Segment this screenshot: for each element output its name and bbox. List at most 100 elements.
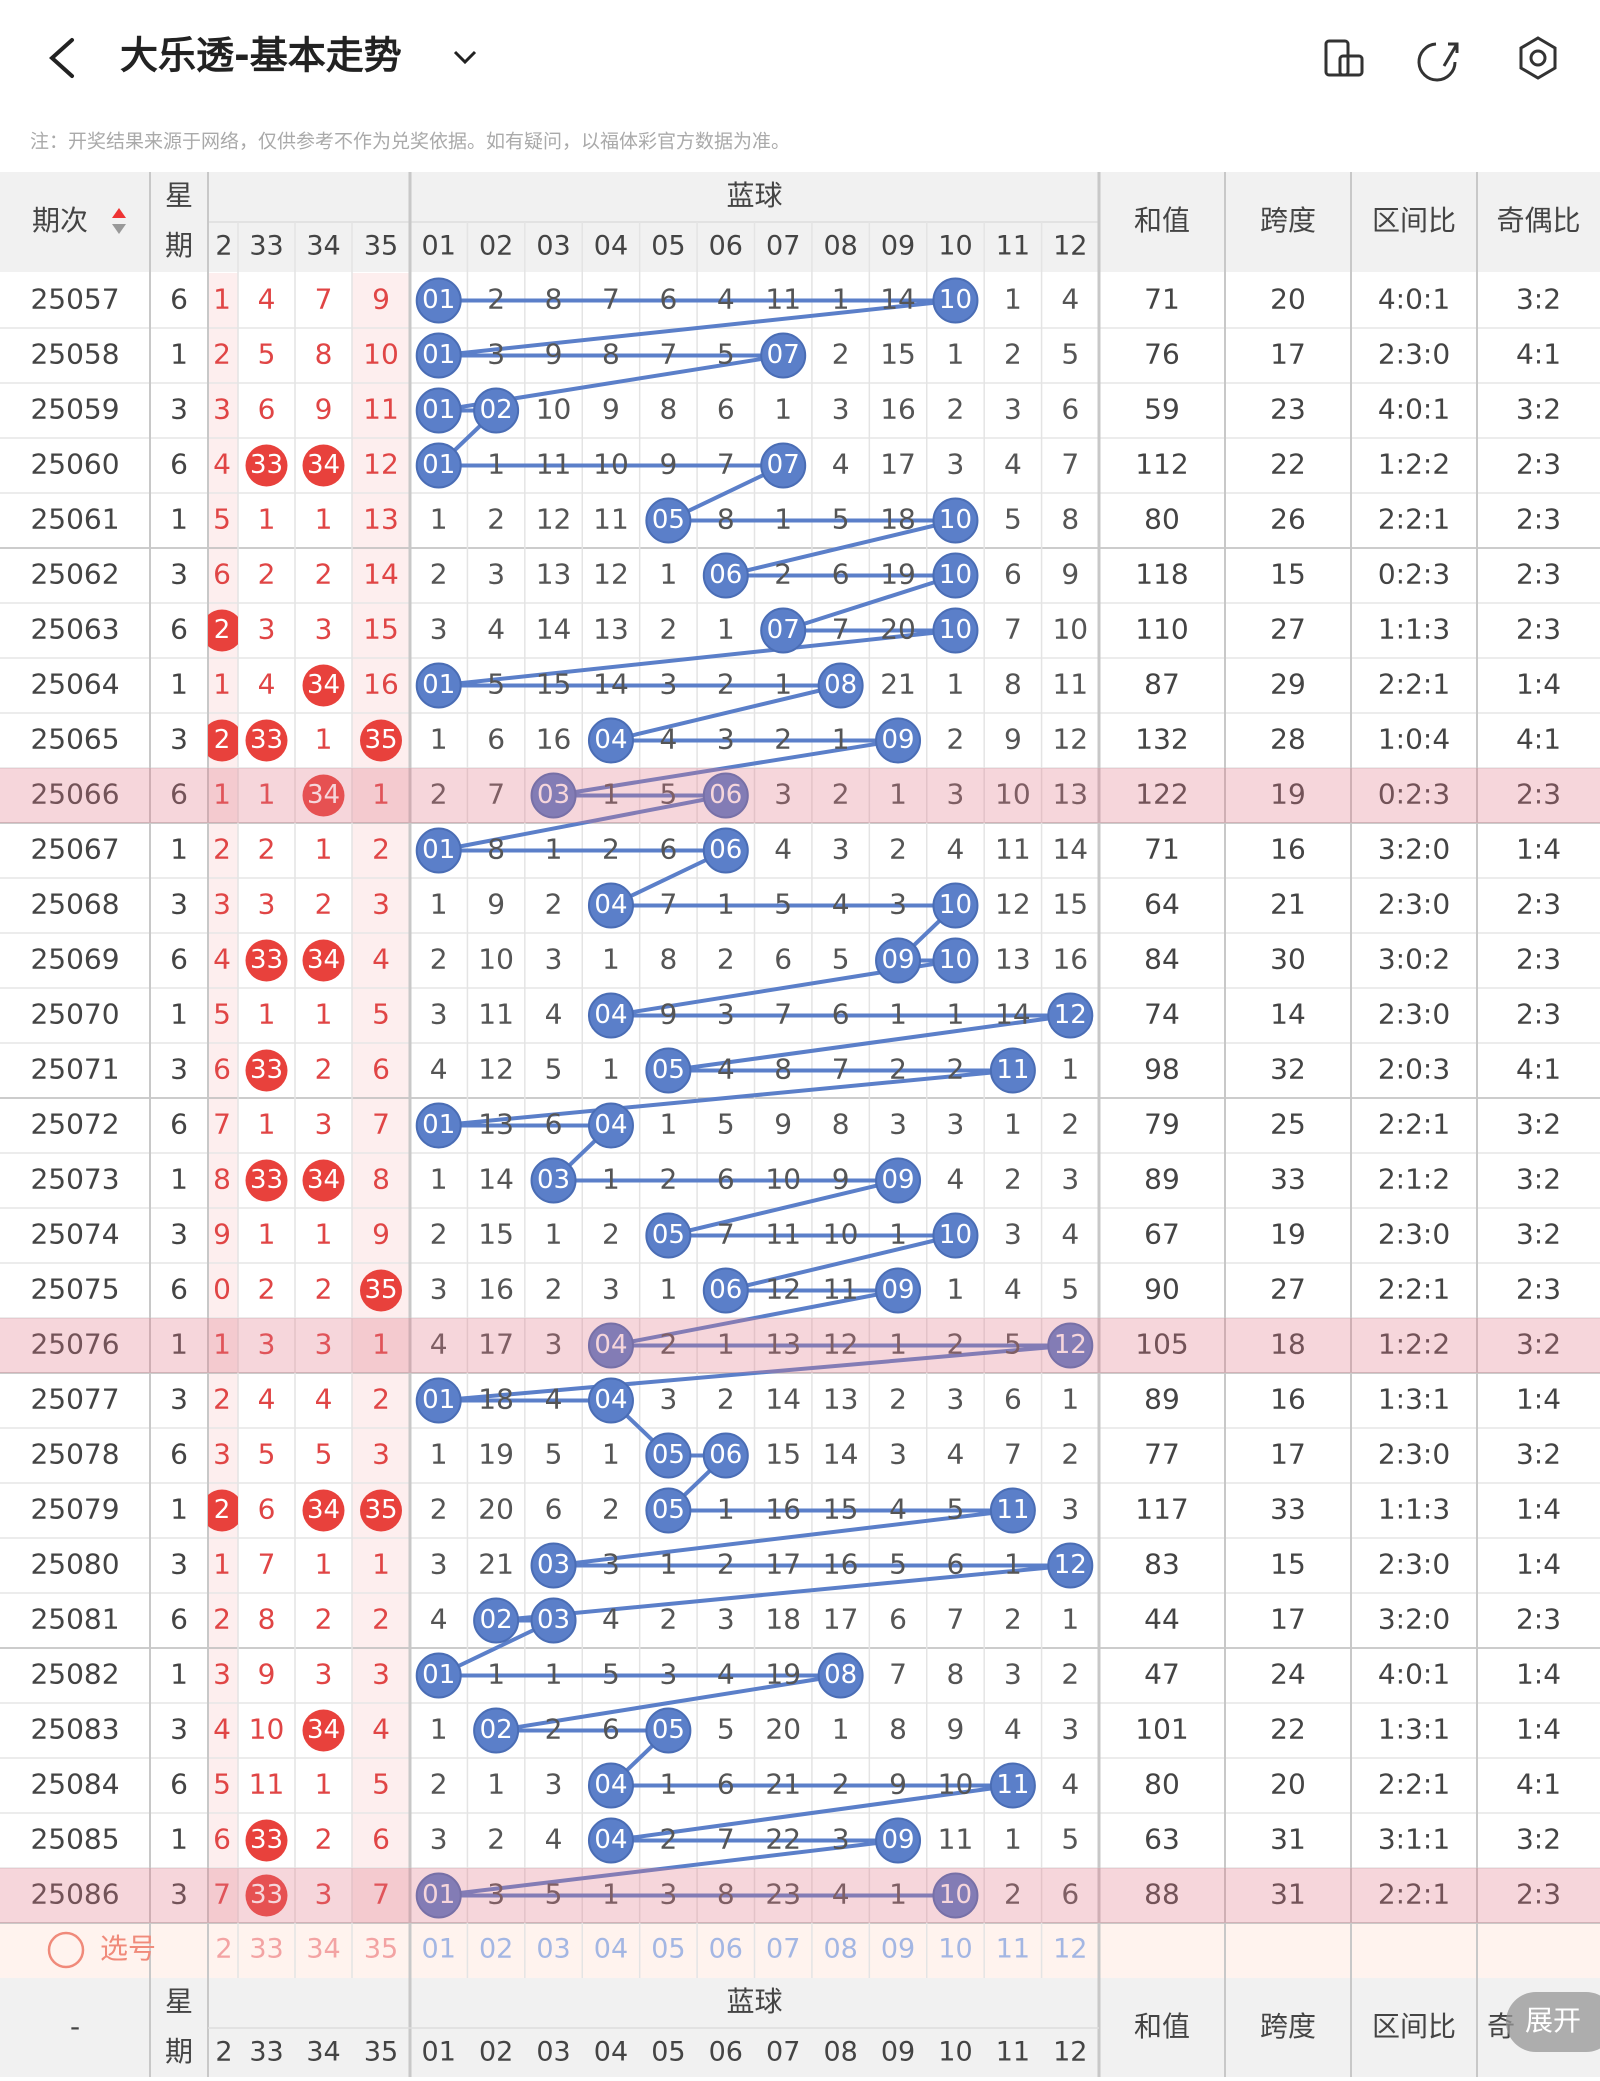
- weekday-cell: 1: [170, 1163, 188, 1196]
- blue-cell: 1: [602, 1163, 620, 1196]
- blue-cell: 3: [947, 1108, 965, 1141]
- select-blue-number[interactable]: 02: [479, 1934, 513, 1965]
- stat-cell: 3:2:0: [1378, 1603, 1450, 1636]
- blue-ball-label: 01: [422, 1110, 455, 1140]
- blue-cell: 7: [717, 448, 735, 481]
- red-cell: 8: [372, 1163, 390, 1196]
- weekday-cell: 1: [170, 668, 188, 701]
- red-cell: 5: [213, 503, 231, 536]
- stat-cell: 83: [1144, 1548, 1180, 1581]
- red-cell: 3: [213, 1438, 231, 1471]
- period-cell: 25079: [30, 1493, 119, 1526]
- blue-cell: 1: [545, 1218, 563, 1251]
- period-cell: 25080: [30, 1548, 119, 1581]
- blue-cell: 10: [1052, 613, 1088, 646]
- blue-cell: 3: [889, 888, 907, 921]
- red-cell: 12: [363, 448, 399, 481]
- select-blue-number[interactable]: 08: [823, 1934, 857, 1965]
- red-cell: 2: [315, 888, 333, 921]
- share-icon[interactable]: [1417, 42, 1459, 82]
- period-cell: 25073: [30, 1163, 119, 1196]
- dropdown-toggle[interactable]: [453, 50, 477, 65]
- blue-ball-label: 10: [939, 285, 972, 315]
- blue-ball-label: 09: [881, 945, 914, 975]
- blue-ball: [645, 1707, 692, 1754]
- blue-cell: 5: [947, 1493, 965, 1526]
- blue-cell: 1: [487, 448, 505, 481]
- red-cell: 9: [213, 1218, 231, 1251]
- expand-button[interactable]: [1506, 1992, 1600, 2052]
- period-cell: 25070: [30, 998, 119, 1031]
- blue-cell: 7: [717, 1218, 735, 1251]
- blue-ball: [1047, 992, 1094, 1039]
- blue-cell: 5: [1061, 1823, 1079, 1856]
- blue-cell: 13: [478, 1108, 514, 1141]
- period-cell: 25081: [30, 1603, 119, 1636]
- select-red-number[interactable]: 35: [364, 1934, 398, 1965]
- blue-ball-label: 10: [939, 505, 972, 535]
- select-red-number[interactable]: 2: [215, 1934, 232, 1965]
- blue-ball: [473, 1707, 520, 1754]
- blue-ball: [415, 1652, 462, 1699]
- blue-cell: 9: [889, 1768, 907, 1801]
- blue-cell: 8: [1004, 668, 1022, 701]
- stat-cell: 22: [1270, 1713, 1306, 1746]
- device-icon[interactable]: [1324, 39, 1364, 77]
- select-blue-number[interactable]: 10: [938, 1934, 972, 1965]
- back-button[interactable]: [49, 38, 74, 78]
- red-ball-label: 2: [214, 1495, 231, 1525]
- red-cell: 9: [372, 1218, 390, 1251]
- stat-cell: 1:4: [1516, 668, 1561, 701]
- blue-cell: 4: [1061, 1218, 1079, 1251]
- select-red-number[interactable]: 34: [306, 1934, 340, 1965]
- weekday-cell: 1: [170, 1328, 188, 1361]
- blue-ball: [415, 662, 462, 709]
- blue-col-header: 11: [996, 2037, 1030, 2068]
- select-red-number[interactable]: 33: [249, 1934, 283, 1965]
- blue-cell: 4: [889, 1493, 907, 1526]
- stat-cell: 47: [1144, 1658, 1180, 1691]
- blue-cell: 1: [774, 503, 792, 536]
- blue-cell: 1: [545, 1658, 563, 1691]
- blue-ball-label: 04: [594, 1385, 627, 1415]
- stat-cell: 2:3:0: [1378, 338, 1450, 371]
- blue-ball-label: 04: [594, 1825, 627, 1855]
- stat-cell: 2:1:2: [1378, 1163, 1450, 1196]
- stat-cell: 3:2: [1516, 1108, 1561, 1141]
- stat-cell: 2:3: [1516, 1273, 1561, 1306]
- red-ball-label: 33: [250, 945, 283, 975]
- red-ball: [302, 1159, 345, 1202]
- blue-cell: 2: [430, 943, 448, 976]
- select-blue-number[interactable]: 03: [536, 1934, 570, 1965]
- stat-cell: 80: [1144, 503, 1180, 536]
- red-cell: 8: [258, 1603, 276, 1636]
- blue-cell: 3: [487, 338, 505, 371]
- select-blue-number[interactable]: 05: [651, 1934, 685, 1965]
- blue-ball-label: 06: [709, 780, 742, 810]
- settings-icon[interactable]: [1519, 36, 1557, 80]
- blue-cell: 3: [717, 998, 735, 1031]
- blue-ball: [932, 607, 979, 654]
- red-cell: 4: [213, 448, 231, 481]
- blue-cell: 1: [430, 1713, 448, 1746]
- select-blue-number[interactable]: 11: [996, 1934, 1030, 1965]
- weekday-cell: 1: [170, 1823, 188, 1856]
- stat-cell: 18: [1270, 1328, 1306, 1361]
- blue-cell: 5: [545, 1878, 563, 1911]
- select-checkbox[interactable]: [47, 1931, 85, 1969]
- blue-cell: 11: [765, 283, 801, 316]
- select-blue-number[interactable]: 01: [422, 1934, 456, 1965]
- select-blue-number[interactable]: 06: [709, 1934, 743, 1965]
- select-blue-number[interactable]: 09: [881, 1934, 915, 1965]
- weekday-cell: 3: [170, 1878, 188, 1911]
- blue-cell: 2: [430, 1218, 448, 1251]
- stat-cell: 44: [1144, 1603, 1180, 1636]
- select-blue-number[interactable]: 07: [766, 1934, 800, 1965]
- blue-ball-label: 04: [594, 1330, 627, 1360]
- blue-cell: 9: [659, 448, 677, 481]
- select-blue-number[interactable]: 12: [1053, 1934, 1087, 1965]
- red-ball: [245, 1159, 288, 1202]
- red-cell: 8: [315, 338, 333, 371]
- stat-cell: 2:3:0: [1378, 998, 1450, 1031]
- select-blue-number[interactable]: 04: [594, 1934, 628, 1965]
